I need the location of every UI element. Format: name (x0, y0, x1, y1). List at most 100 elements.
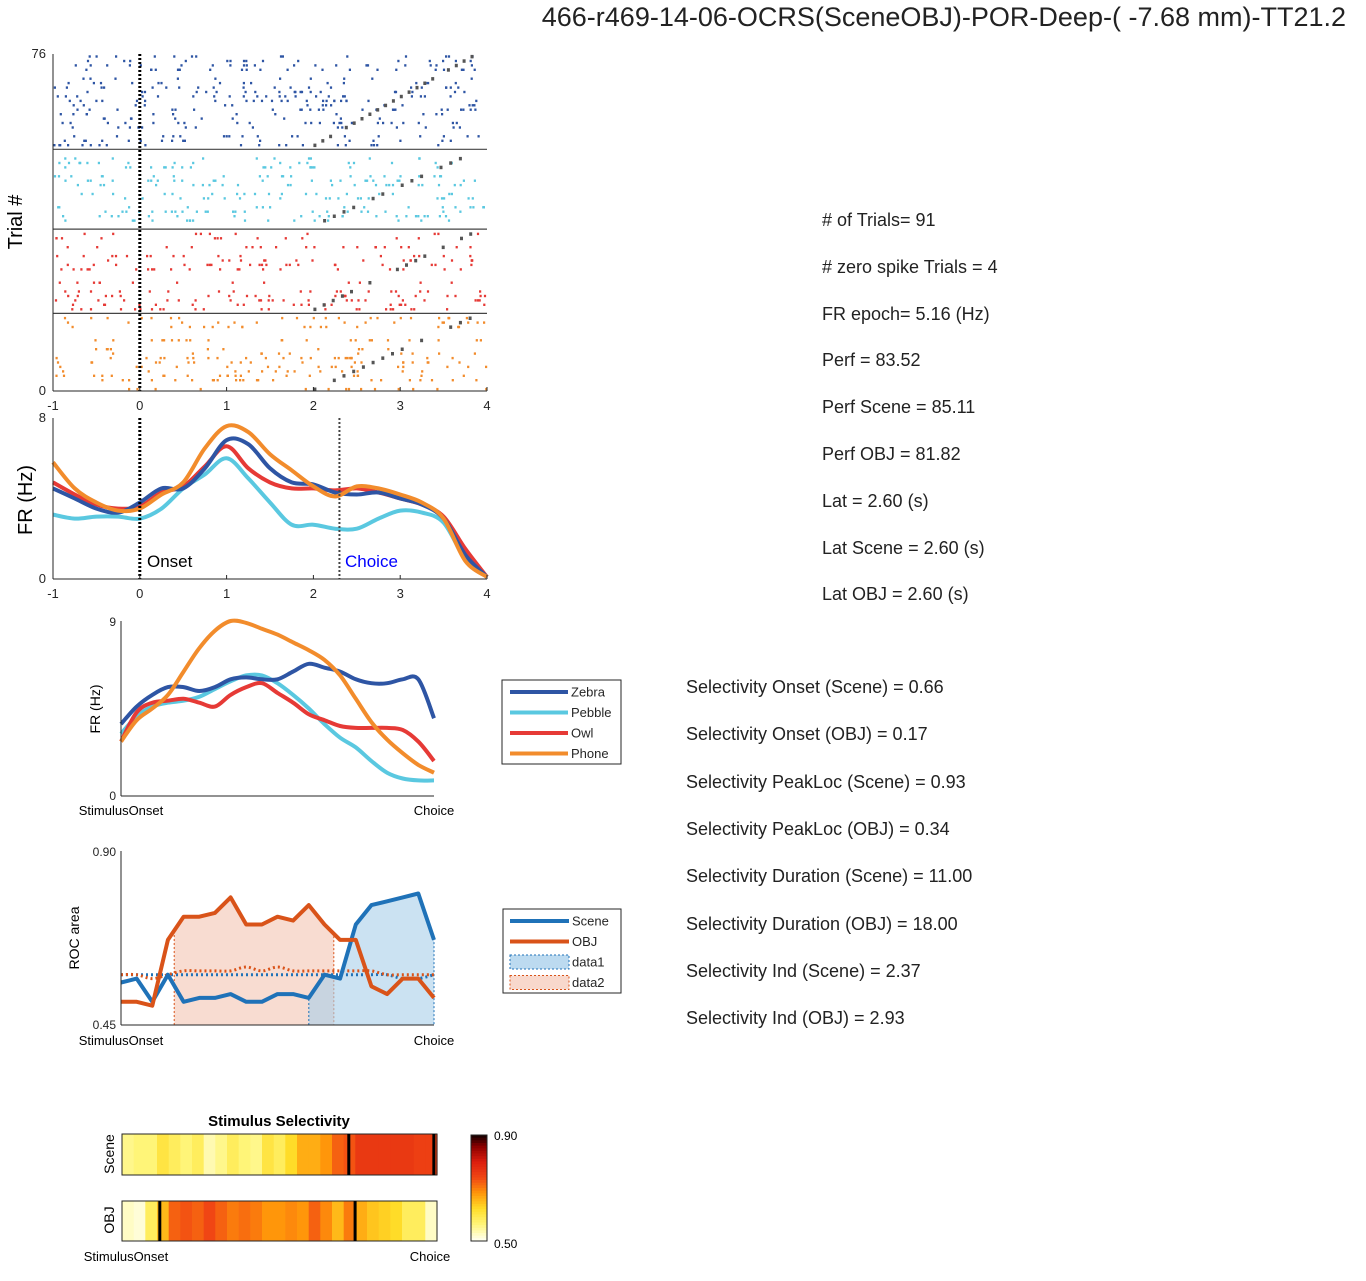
fr-time-x-tick-label: 3 (397, 586, 404, 601)
spike-tick (307, 157, 311, 160)
spike-tick (410, 95, 413, 98)
spike-tick (379, 254, 382, 258)
spike-tick (268, 294, 271, 298)
spike-tick (258, 299, 261, 302)
spike-tick (409, 316, 413, 320)
spike-tick (183, 263, 186, 267)
spike-tick (218, 81, 222, 85)
colorbar-step (471, 1177, 487, 1181)
spike-tick (202, 197, 205, 200)
spike-tick (470, 77, 473, 80)
spike-tick (172, 135, 175, 138)
spike-tick (60, 237, 64, 240)
spike-tick (330, 303, 333, 306)
spike-tick (305, 246, 308, 249)
spike-tick (173, 55, 176, 58)
spike-tick (163, 166, 166, 169)
choice-time-marker (361, 365, 365, 369)
stat-line: Lat OBJ = 2.60 (s) (822, 584, 969, 605)
fr-time-x-tick-label: 2 (310, 586, 317, 601)
spike-tick (140, 365, 143, 369)
spike-tick (222, 135, 226, 138)
spike-tick (56, 254, 59, 258)
spike-tick (460, 68, 463, 71)
spike-tick (398, 303, 401, 306)
spike-tick (229, 59, 232, 63)
spike-tick (454, 206, 457, 209)
spike-tick (289, 166, 292, 169)
spike-tick (151, 268, 154, 271)
roc-legend-swatch-data2 (509, 975, 570, 990)
spike-tick (363, 206, 366, 209)
spike-tick (292, 303, 295, 306)
spike-tick (136, 387, 139, 391)
fr-legend-label-pebble: Pebble (571, 705, 611, 720)
spike-tick (384, 210, 387, 213)
spike-tick (262, 166, 265, 169)
spike-tick (199, 387, 202, 391)
selectivity-line: Selectivity Duration (Scene) = 11.00 (686, 866, 973, 887)
spike-tick (239, 379, 242, 382)
spike-tick (479, 294, 482, 298)
heatmap-cell (413, 1134, 426, 1175)
spike-tick (454, 81, 457, 85)
spike-tick (337, 356, 340, 360)
spike-tick (157, 81, 160, 85)
spike-tick (293, 370, 296, 373)
selectivity-line: Selectivity PeakLoc (Scene) = 0.93 (686, 771, 966, 792)
heatmap-cell (238, 1134, 251, 1175)
spike-tick (58, 206, 61, 209)
choice-time-marker (376, 108, 380, 112)
spike-tick (473, 104, 476, 107)
spike-tick (438, 316, 441, 320)
spike-tick (472, 206, 475, 209)
spike-tick (101, 99, 104, 103)
spike-tick (186, 356, 189, 360)
spike-tick (459, 268, 462, 271)
spike-tick (479, 339, 482, 342)
spike-tick (252, 99, 255, 103)
spike-tick (311, 259, 314, 262)
spike-tick (67, 294, 70, 298)
spike-tick (325, 325, 328, 329)
choice-time-marker (400, 183, 404, 187)
spike-tick (293, 219, 296, 222)
spike-tick (210, 263, 213, 267)
spike-tick (402, 361, 405, 364)
spike-tick (309, 325, 312, 329)
spike-tick (242, 59, 246, 63)
colorbar-step (471, 1196, 487, 1200)
spike-tick (111, 254, 114, 258)
spike-tick (313, 166, 316, 169)
heatmap-cell (215, 1134, 228, 1175)
spike-tick (301, 237, 304, 240)
selectivity-line: Selectivity Onset (Scene) = 0.66 (686, 677, 944, 697)
stat-line: Lat Scene = 2.60 (s) (822, 537, 985, 558)
spike-tick (358, 308, 361, 311)
spike-tick (331, 183, 334, 187)
spike-tick (248, 121, 251, 125)
spike-tick (174, 210, 177, 213)
spike-tick (428, 59, 431, 63)
spike-tick (479, 290, 482, 293)
heatmap-row-frame (121, 1200, 438, 1242)
spike-tick (366, 64, 370, 67)
spike-tick (371, 77, 374, 80)
spike-tick (285, 374, 288, 377)
spike-tick (212, 86, 215, 89)
choice-time-marker (468, 316, 472, 320)
spike-tick (88, 108, 91, 111)
spike-tick (414, 294, 417, 298)
spike-tick (91, 361, 94, 364)
spike-tick (257, 379, 260, 382)
spike-tick (437, 144, 440, 147)
spike-tick (242, 81, 245, 85)
spike-tick (445, 86, 448, 89)
heatmap-cell (157, 1134, 170, 1175)
spike-tick (171, 139, 174, 142)
spike-tick (215, 90, 218, 94)
spike-tick (58, 281, 61, 284)
spike-tick (188, 268, 191, 271)
spike-tick (430, 263, 433, 267)
spike-tick (291, 135, 294, 138)
